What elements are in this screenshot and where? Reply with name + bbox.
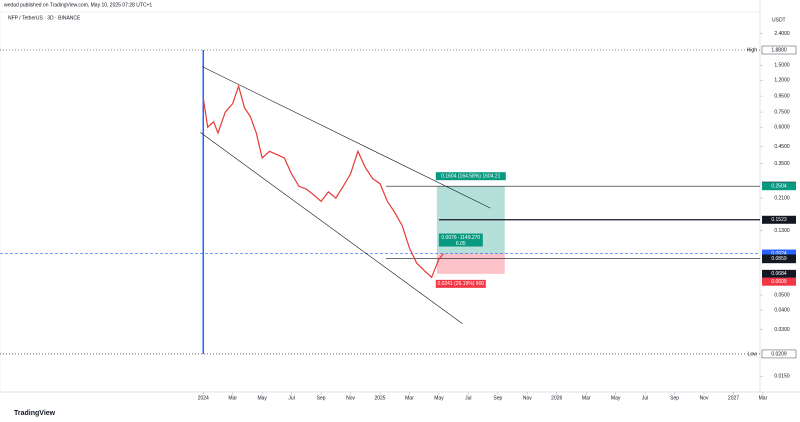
y-tick-label: 0.3500: [774, 161, 790, 167]
price-label-bg: [762, 277, 796, 286]
y-tick-label: 0.0400: [774, 307, 790, 313]
stop-label: 0.0241 (26.19%) 900: [437, 281, 484, 287]
price-label-bg: [762, 269, 796, 278]
price-label: 0.1523: [771, 217, 787, 223]
x-tick-label: 2025: [374, 395, 385, 401]
entry-label-bg: [438, 233, 483, 242]
target-label: 0.1604 (164.58%) 1604.21: [441, 174, 500, 180]
stop-label-bg: [435, 279, 486, 288]
y-tick-label: 0.9500: [774, 93, 790, 99]
symbol: NFP / TetherUS · 3D · BINANCE: [8, 15, 81, 21]
price-label: 0.0859: [771, 256, 787, 262]
x-tick-label: Mar: [228, 395, 237, 401]
x-tick-label: Jul: [465, 395, 471, 401]
price-label-bg: [762, 215, 796, 224]
price-label-bg: [762, 254, 796, 263]
price-label-bg: [762, 182, 796, 191]
x-tick-label: May: [611, 395, 621, 401]
entry-sub: 6.05: [456, 241, 466, 247]
x-tick-label: 2026: [551, 395, 562, 401]
y-tick-label: 0.2100: [774, 195, 790, 201]
y-tick-label: 0.0300: [774, 327, 790, 333]
trendline: [202, 66, 491, 209]
x-tick-label: Nov: [346, 395, 355, 401]
entry-sub-bg: [438, 240, 483, 247]
y-tick-label: 0.4500: [774, 144, 790, 150]
price-label-bg: [761, 349, 797, 359]
price-label-bg: [761, 45, 797, 55]
target-label-bg: [435, 172, 506, 181]
x-tick-label: 2027: [728, 395, 739, 401]
price-label: 0.0924: [771, 251, 787, 257]
x-tick-label: Sep: [493, 395, 502, 401]
trendline: [200, 132, 463, 324]
price-label: 1.8800: [771, 47, 787, 53]
price-label: 0.0609: [771, 279, 787, 285]
y-tick-label: 0.7500: [774, 109, 790, 115]
x-tick-label: Mar: [759, 395, 768, 401]
x-tick-label: Sep: [317, 395, 326, 401]
publisher: wedad published on TradingView.com, May …: [4, 2, 152, 8]
x-tick-label: Jul: [642, 395, 648, 401]
x-tick-label: May: [434, 395, 444, 401]
y-tick-label: 0.6000: [774, 124, 790, 130]
y-tick-label: 0.0150: [774, 374, 790, 380]
price-line: [202, 84, 444, 279]
price-label: 0.0209: [771, 351, 787, 357]
x-tick-label: Mar: [582, 395, 591, 401]
price-label-tag: High: [747, 47, 758, 53]
x-tick-label: Nov: [523, 395, 532, 401]
brand: TradingView: [14, 410, 56, 417]
x-tick-label: Nov: [700, 395, 709, 401]
y-tick-label: 0.0500: [774, 292, 790, 298]
x-tick-label: Jul: [288, 395, 294, 401]
x-tick-label: Mar: [405, 395, 414, 401]
entry-label: 0.0076 -1149.270: [441, 235, 480, 241]
y-tick-label: 0.1300: [774, 228, 790, 234]
plot-area: [0, 11, 761, 393]
price-label: 0.0684: [771, 271, 787, 277]
currency: USDT: [772, 17, 786, 23]
price-label-tag: Low: [748, 351, 758, 357]
price-label-bg: [762, 249, 796, 258]
price-label: 0.2504: [771, 184, 787, 190]
x-tick-label: 2024: [198, 395, 209, 401]
loss-zone: [436, 253, 505, 274]
y-tick-label: 1.2000: [774, 78, 790, 84]
x-tick-label: May: [257, 395, 267, 401]
y-tick-label: 1.5000: [774, 63, 790, 69]
x-tick-label: Sep: [670, 395, 679, 401]
y-tick-label: 2.4000: [774, 31, 790, 37]
